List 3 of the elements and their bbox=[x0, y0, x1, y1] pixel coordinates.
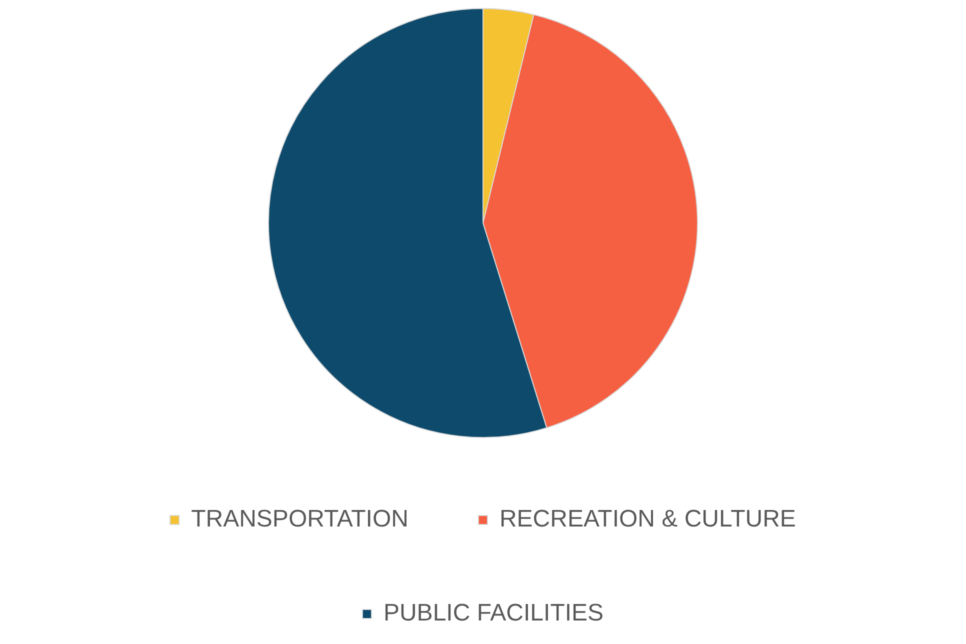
legend-label: TRANSPORTATION bbox=[191, 506, 408, 533]
legend-label: PUBLIC FACILITIES bbox=[383, 600, 604, 627]
legend-label: RECREATION & CULTURE bbox=[499, 506, 796, 533]
